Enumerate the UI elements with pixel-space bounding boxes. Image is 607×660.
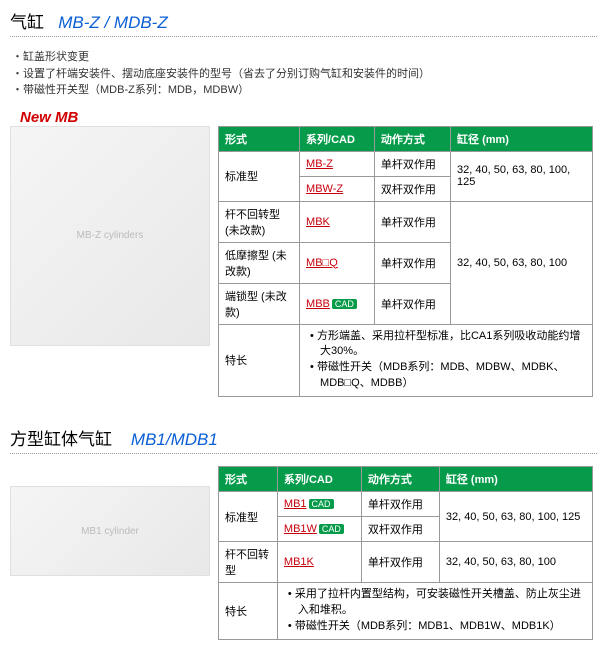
cell-action: 单杆双作用	[374, 201, 450, 242]
col-action: 动作方式	[374, 126, 450, 151]
series-link-mbq[interactable]: MB□Q	[306, 257, 338, 269]
cell-series: MBK	[300, 201, 375, 242]
cell-feat-content: 采用了拉杆内置型结构，可安装磁性开关槽盖、防止灰尘进入和堆积。 带磁性开关（MD…	[277, 583, 592, 640]
title-model: MB-Z / MDB-Z	[58, 13, 168, 32]
table-row: 杆不回转型 MB1K 单杆双作用 32, 40, 50, 63, 80, 100	[219, 542, 593, 583]
series-link-mbb[interactable]: MBB	[306, 298, 330, 310]
cell-series: MBBCAD	[300, 283, 375, 324]
cell-series: MB1CAD	[277, 492, 361, 517]
cell-feat-content: 方形端盖、采用拉杆型标准，比CA1系列吸收动能约增大30%。 带磁性开关（MDB…	[300, 324, 593, 397]
col-type: 形式	[219, 126, 300, 151]
content-row: MB-Z cylinders 形式 系列/CAD 动作方式 缸径 (mm) 标准…	[10, 126, 597, 398]
cad-badge: CAD	[332, 299, 357, 309]
cell-type: 端锁型 (未改款)	[219, 283, 300, 324]
title-main: 方型缸体气缸	[10, 430, 112, 449]
col-bore: 缸径 (mm)	[439, 467, 592, 492]
cell-type: 杆不回转型 (未改款)	[219, 201, 300, 242]
series-link-mbwz[interactable]: MBW-Z	[306, 183, 343, 195]
cell-series: MB-Z	[300, 151, 375, 176]
cad-badge: CAD	[319, 524, 344, 534]
cell-bore: 32, 40, 50, 63, 80, 100, 125	[439, 492, 592, 542]
cell-bore: 32, 40, 50, 63, 80, 100, 125	[451, 151, 593, 201]
cell-type: 标准型	[219, 151, 300, 201]
content-row: MB1 cylinder 形式 系列/CAD 动作方式 缸径 (mm) 标准型 …	[10, 466, 597, 640]
table-header-row: 形式 系列/CAD 动作方式 缸径 (mm)	[219, 126, 593, 151]
title-main: 气缸	[10, 13, 44, 32]
cell-type: 杆不回转型	[219, 542, 278, 583]
cell-feat-label: 特长	[219, 324, 300, 397]
table-row-features: 特长 采用了拉杆内置型结构，可安装磁性开关槽盖、防止灰尘进入和堆积。 带磁性开关…	[219, 583, 593, 640]
cell-type: 标准型	[219, 492, 278, 542]
description-bullets: 缸盖形状变更 设置了杆端安装件、摆动底座安装件的型号（省去了分别订购气缸和安装件…	[10, 49, 597, 99]
new-mb-badge: New MB	[20, 109, 597, 126]
table-row: 杆不回转型 (未改款) MBK 单杆双作用 32, 40, 50, 63, 80…	[219, 201, 593, 242]
cell-bore: 32, 40, 50, 63, 80, 100	[439, 542, 592, 583]
title-model: MB1/MDB1	[131, 430, 218, 449]
bullet-item: 带磁性开关型（MDB-Z系列：MDB，MDBW）	[12, 82, 597, 99]
cad-badge: CAD	[309, 499, 334, 509]
series-link-mb1[interactable]: MB1	[284, 498, 307, 510]
cell-feat-label: 特长	[219, 583, 278, 640]
col-action: 动作方式	[361, 467, 439, 492]
feature-list: 采用了拉杆内置型结构，可安装磁性开关槽盖、防止灰尘进入和堆积。 带磁性开关（MD…	[284, 587, 586, 635]
cell-type: 低摩擦型 (未改款)	[219, 242, 300, 283]
cell-action: 单杆双作用	[374, 151, 450, 176]
col-series: 系列/CAD	[300, 126, 375, 151]
feature-item: 带磁性开关（MDB系列：MDB、MDBW、MDBK、MDB□Q、MDBB）	[310, 360, 586, 392]
product-image: MB-Z cylinders	[10, 126, 210, 346]
title-row: 方型缸体气缸 MB1/MDB1	[10, 425, 597, 454]
cell-action: 单杆双作用	[374, 242, 450, 283]
cell-action: 双杆双作用	[361, 517, 439, 542]
cell-series: MB1WCAD	[277, 517, 361, 542]
cell-action: 单杆双作用	[361, 542, 439, 583]
feature-item: 采用了拉杆内置型结构，可安装磁性开关槽盖、防止灰尘进入和堆积。	[288, 587, 586, 619]
table-header-row: 形式 系列/CAD 动作方式 缸径 (mm)	[219, 467, 593, 492]
section-mb1: 方型缸体气缸 MB1/MDB1 MB1 cylinder 形式 系列/CAD 动…	[0, 417, 607, 660]
product-image: MB1 cylinder	[10, 486, 210, 576]
series-link-mb1w[interactable]: MB1W	[284, 523, 317, 535]
feature-list: 方形端盖、采用拉杆型标准，比CA1系列吸收动能约增大30%。 带磁性开关（MDB…	[306, 329, 586, 393]
col-series: 系列/CAD	[277, 467, 361, 492]
title-row: 气缸 MB-Z / MDB-Z	[10, 8, 597, 37]
series-link-mbz[interactable]: MB-Z	[306, 158, 333, 170]
image-column: MB-Z cylinders	[10, 126, 210, 346]
series-link-mbk[interactable]: MBK	[306, 216, 330, 228]
cell-action: 单杆双作用	[361, 492, 439, 517]
section-mbz: 气缸 MB-Z / MDB-Z 缸盖形状变更 设置了杆端安装件、摆动底座安装件的…	[0, 0, 607, 417]
spec-table: 形式 系列/CAD 动作方式 缸径 (mm) 标准型 MB1CAD 单杆双作用 …	[218, 466, 593, 640]
cell-series: MB1K	[277, 542, 361, 583]
cell-series: MBW-Z	[300, 176, 375, 201]
bullet-item: 缸盖形状变更	[12, 49, 597, 66]
col-bore: 缸径 (mm)	[451, 126, 593, 151]
cell-action: 双杆双作用	[374, 176, 450, 201]
col-type: 形式	[219, 467, 278, 492]
feature-item: 方形端盖、采用拉杆型标准，比CA1系列吸收动能约增大30%。	[310, 329, 586, 361]
feature-item: 带磁性开关（MDB系列：MDB1、MDB1W、MDB1K）	[288, 619, 586, 635]
table-row-features: 特长 方形端盖、采用拉杆型标准，比CA1系列吸收动能约增大30%。 带磁性开关（…	[219, 324, 593, 397]
cell-bore: 32, 40, 50, 63, 80, 100	[451, 201, 593, 324]
bullet-item: 设置了杆端安装件、摆动底座安装件的型号（省去了分别订购气缸和安装件的时间）	[12, 66, 597, 83]
cell-series: MB□Q	[300, 242, 375, 283]
series-link-mb1k[interactable]: MB1K	[284, 556, 314, 568]
table-row: 标准型 MB-Z 单杆双作用 32, 40, 50, 63, 80, 100, …	[219, 151, 593, 176]
table-row: 标准型 MB1CAD 单杆双作用 32, 40, 50, 63, 80, 100…	[219, 492, 593, 517]
cell-action: 单杆双作用	[374, 283, 450, 324]
spec-table: 形式 系列/CAD 动作方式 缸径 (mm) 标准型 MB-Z 单杆双作用 32…	[218, 126, 593, 398]
image-column: MB1 cylinder	[10, 466, 210, 576]
